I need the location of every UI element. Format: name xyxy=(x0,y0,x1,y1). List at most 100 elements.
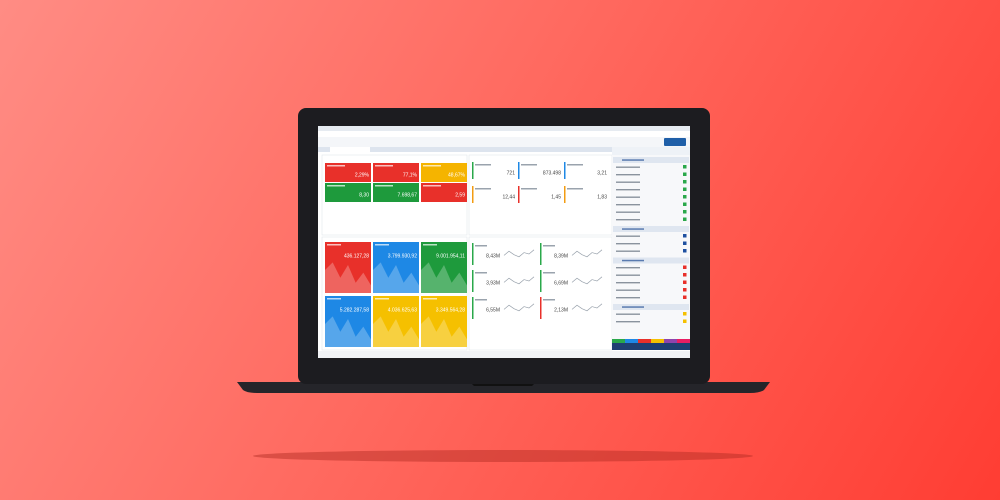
item-marker xyxy=(683,249,687,253)
spark-label xyxy=(543,299,555,301)
spark-bar xyxy=(472,243,474,265)
sidebar-item xyxy=(616,282,640,284)
kpi-bar xyxy=(518,186,520,203)
spark-value: 8,39M xyxy=(554,253,568,259)
kpi-label xyxy=(521,188,537,190)
menu-bar xyxy=(318,131,690,137)
sidebar-item xyxy=(616,211,640,213)
tile-value: 2,59 xyxy=(455,192,465,198)
tile-label xyxy=(327,165,345,167)
tile-label xyxy=(423,298,437,300)
section-title xyxy=(622,306,644,308)
kpi-bar xyxy=(472,186,474,203)
area-shape xyxy=(421,262,467,293)
item-marker xyxy=(683,172,687,176)
item-marker xyxy=(683,210,687,214)
item-marker xyxy=(683,241,687,245)
section-title xyxy=(622,159,644,161)
item-marker xyxy=(683,180,687,184)
spark-label xyxy=(475,272,487,274)
item-marker xyxy=(683,265,687,269)
kpi-value: 873.498 xyxy=(543,170,561,176)
area-tile xyxy=(421,296,467,347)
spark-value: 6,69M xyxy=(554,280,568,286)
area-shape xyxy=(373,262,419,293)
spark-value: 8,43M xyxy=(486,253,500,259)
item-marker xyxy=(683,195,687,199)
sparkline xyxy=(503,276,535,285)
sidebar-item xyxy=(616,181,640,183)
color-strip xyxy=(612,339,625,343)
kpi-label xyxy=(567,188,583,190)
tile-label xyxy=(375,165,393,167)
tile-value: 7.698,67 xyxy=(398,192,418,198)
sidebar-item xyxy=(616,189,640,191)
sidebar-item xyxy=(616,289,640,291)
kpi-label xyxy=(475,164,491,166)
kpi-value: 721 xyxy=(507,170,516,176)
logo xyxy=(664,138,686,146)
section-title xyxy=(622,228,644,230)
tile-value: 4.036.625,63 xyxy=(388,307,417,313)
area-tile xyxy=(373,242,419,293)
sidebar-item xyxy=(616,267,640,269)
sparkline xyxy=(503,249,535,258)
sparkline xyxy=(503,303,535,312)
section-header xyxy=(613,304,689,310)
tile-value: 3.799.930,92 xyxy=(388,253,417,259)
kpi-value: 12,44 xyxy=(502,194,515,200)
tile-label xyxy=(423,244,437,246)
item-marker xyxy=(683,165,687,169)
spark-value: 6,55M xyxy=(486,307,500,313)
tab[interactable] xyxy=(330,147,370,152)
dashboard: 2,29% 77,1% 48,67% 8,30 7.698,67 2,59 721 873.4… xyxy=(325,157,690,347)
status-bar xyxy=(318,351,690,358)
spark-label xyxy=(543,272,555,274)
tile-label xyxy=(375,298,389,300)
tile-value: 5.282.287,58 xyxy=(340,307,369,313)
spark-bar xyxy=(540,243,542,265)
sparkline xyxy=(571,276,603,285)
spark-label xyxy=(475,245,487,247)
spark-value: 2,13M xyxy=(554,307,568,313)
kpi-bar xyxy=(472,162,474,179)
title-bar xyxy=(318,126,690,131)
tile-label xyxy=(423,165,441,167)
kpi-tile xyxy=(373,183,419,202)
kpi-tile xyxy=(421,183,467,202)
color-strip xyxy=(677,339,690,343)
color-strip xyxy=(638,339,651,343)
kpi-label xyxy=(475,188,491,190)
sidebar-item xyxy=(616,235,640,237)
spark-bar xyxy=(540,297,542,319)
kpi-tile xyxy=(325,163,371,182)
sparkline xyxy=(571,303,603,312)
kpi-label xyxy=(567,164,583,166)
tile-value: 77,1% xyxy=(403,172,418,178)
kpi-tile xyxy=(373,163,419,182)
spark-bar xyxy=(540,270,542,292)
item-marker xyxy=(683,234,687,238)
area-tile xyxy=(325,242,371,293)
tile-label xyxy=(327,185,345,187)
sidebar-item xyxy=(616,204,640,206)
shadow xyxy=(253,450,753,462)
kpi-bar xyxy=(518,162,520,179)
section-header xyxy=(613,257,689,264)
item-marker xyxy=(683,312,687,316)
item-marker xyxy=(683,280,687,284)
sparkline xyxy=(571,249,603,258)
sidebar-item xyxy=(616,243,640,245)
item-marker xyxy=(683,319,687,323)
area-shape xyxy=(373,316,419,347)
kpi-tile xyxy=(325,183,371,202)
spark-value: 3,93M xyxy=(486,280,500,286)
spark-bar xyxy=(472,297,474,319)
area-shape xyxy=(325,262,371,293)
area-tile xyxy=(421,242,467,293)
tile-value: 2,29% xyxy=(355,172,370,178)
item-marker xyxy=(683,295,687,299)
tile-value: 48,67% xyxy=(448,172,466,178)
color-strip xyxy=(664,339,677,343)
